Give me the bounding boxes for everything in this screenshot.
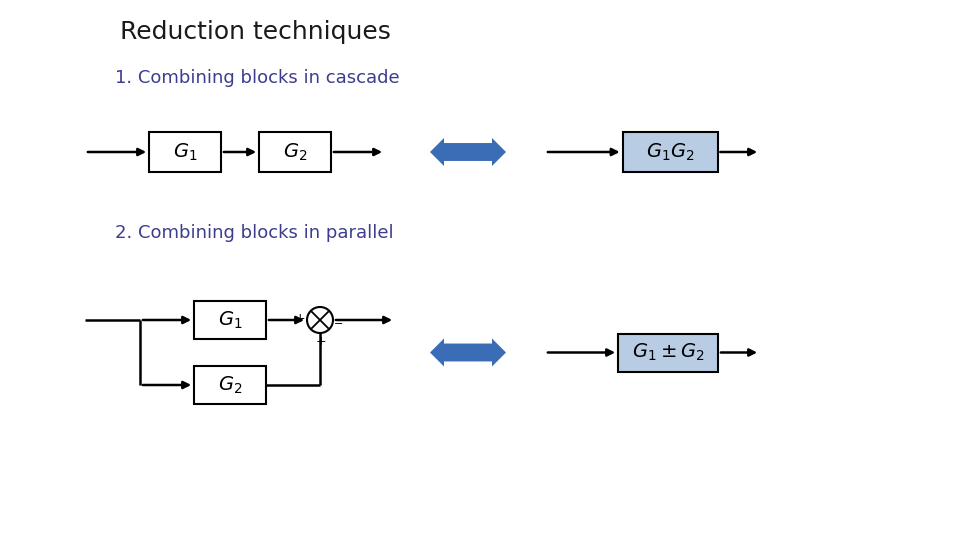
Bar: [618, 334, 718, 372]
Text: −: −: [334, 319, 344, 329]
Bar: [622, 132, 717, 172]
Text: $G_2$: $G_2$: [283, 141, 307, 163]
Text: 1. Combining blocks in cascade: 1. Combining blocks in cascade: [115, 69, 399, 87]
Text: Reduction techniques: Reduction techniques: [120, 20, 391, 44]
Polygon shape: [430, 339, 506, 367]
Text: $G_1$: $G_1$: [218, 309, 242, 330]
Bar: [259, 132, 331, 172]
Bar: [194, 366, 266, 404]
Bar: [194, 301, 266, 339]
Text: +: +: [295, 312, 305, 325]
Text: 2. Combining blocks in parallel: 2. Combining blocks in parallel: [115, 224, 394, 242]
Text: $G_2$: $G_2$: [218, 374, 242, 396]
Circle shape: [307, 307, 333, 333]
Bar: [149, 132, 221, 172]
Text: $G_1 \pm G_2$: $G_1 \pm G_2$: [632, 342, 705, 363]
Text: +: +: [316, 335, 326, 348]
Text: $G_1G_2$: $G_1G_2$: [646, 141, 694, 163]
Text: $G_1$: $G_1$: [173, 141, 197, 163]
Polygon shape: [430, 138, 506, 166]
